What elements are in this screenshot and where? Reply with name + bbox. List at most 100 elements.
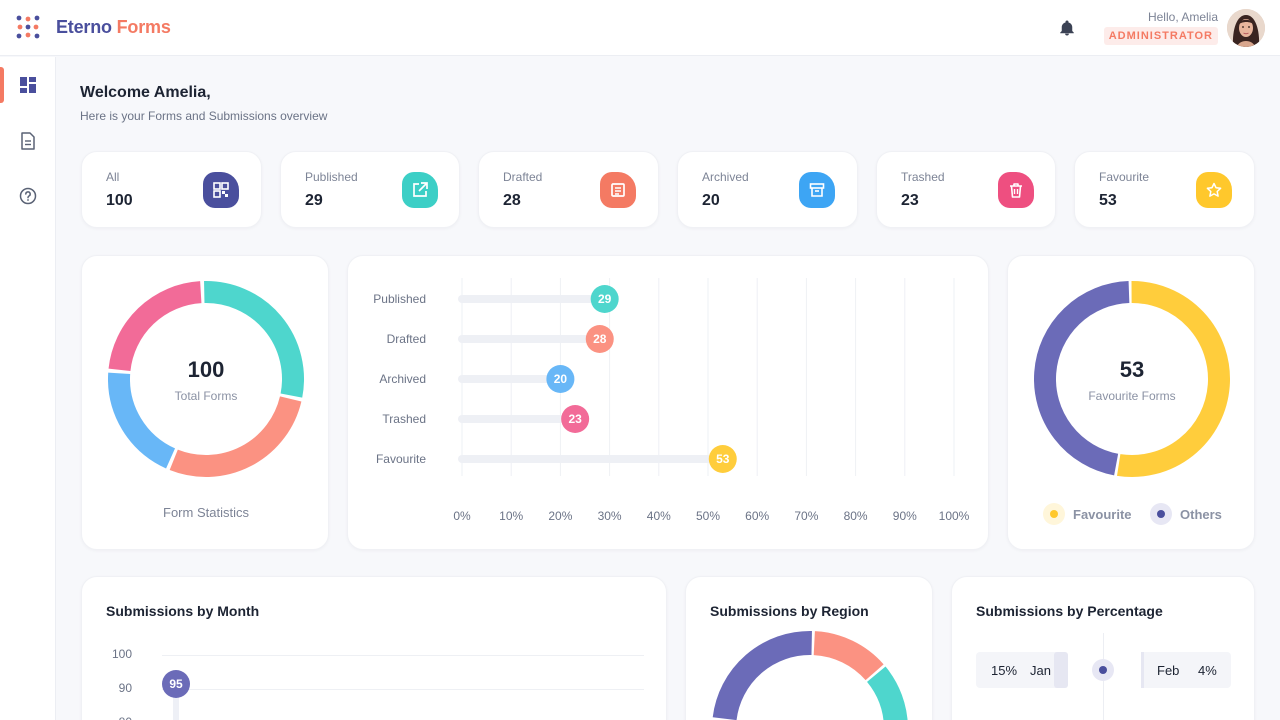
user-greeting: Hello, Amelia — [1147, 10, 1218, 24]
legend-label: Favourite — [1073, 506, 1132, 522]
bar-category-label: Trashed — [382, 412, 426, 426]
favourite-forms-card: 53 Favourite Forms Favourite Others — [1007, 255, 1255, 550]
stat-card-drafted[interactable]: Drafted 28 — [478, 151, 659, 228]
brand-part-2: Forms — [116, 17, 171, 37]
trash-icon — [998, 172, 1034, 208]
stat-value: 23 — [901, 192, 919, 209]
favourite-forms-label: Favourite Forms — [1088, 389, 1176, 403]
forms-bar-chart: 0% 10% 20% 30% 40% 50% 60% 70% 80% 90% 100% Publish… — [373, 278, 970, 523]
dashboard-icon — [20, 77, 36, 93]
sidebar-item-forms[interactable] — [0, 123, 56, 159]
sidebar-item-dashboard[interactable] — [0, 67, 56, 103]
percentage-row-left: 15% Jan — [976, 652, 1068, 688]
legend-favourite[interactable]: Favourite — [1043, 503, 1132, 525]
donut-slice-trashed[interactable] — [108, 281, 202, 372]
bar-value-label: 29 — [598, 292, 612, 306]
month-bar-track — [173, 685, 179, 720]
bar-value-marker[interactable] — [590, 285, 619, 313]
percentage-row-right: Feb 4% — [1141, 652, 1231, 688]
bar-value-marker[interactable] — [708, 445, 737, 473]
page-subtitle: Here is your Forms and Submissions overv… — [80, 109, 328, 123]
sidebar-item-help[interactable] — [0, 178, 56, 214]
star-icon — [1196, 172, 1232, 208]
x-tick-label: 60% — [745, 509, 769, 523]
stat-value: 100 — [106, 192, 133, 209]
bar-value-label: 23 — [568, 412, 582, 426]
region-slice[interactable] — [813, 631, 884, 681]
donut-slice-favourite[interactable] — [1117, 281, 1230, 477]
region-slice[interactable] — [712, 631, 812, 720]
bar-category-label: Drafted — [387, 332, 426, 346]
x-tick-label: 30% — [598, 509, 622, 523]
donut-slice-published[interactable] — [204, 281, 304, 398]
month-label: Feb — [1157, 662, 1180, 678]
y-tick: 100 — [111, 647, 132, 661]
stat-label: Archived — [702, 170, 749, 184]
note-icon — [600, 172, 636, 208]
donut-slice-archived[interactable] — [108, 372, 176, 469]
sidebar — [0, 57, 56, 720]
submissions-by-region-donut — [712, 631, 908, 720]
y-tick: 80 — [106, 715, 132, 720]
stat-label: All — [106, 170, 120, 184]
bar-category-label: Favourite — [376, 452, 426, 466]
legend-label: Others — [1180, 506, 1222, 522]
notification-bell-icon[interactable] — [1058, 19, 1076, 37]
bar-category-label: Published — [373, 292, 426, 306]
bar-value-label: 28 — [593, 332, 607, 346]
user-avatar[interactable] — [1227, 9, 1265, 47]
bar-value-marker[interactable] — [546, 365, 575, 393]
stat-card-published[interactable]: Published 29 — [280, 151, 460, 228]
stat-card-trashed[interactable]: Trashed 23 — [876, 151, 1056, 228]
x-tick-label: 90% — [893, 509, 917, 523]
x-tick-label: 0% — [453, 509, 471, 523]
total-forms-value: 100 — [187, 357, 225, 382]
x-tick-label: 100% — [939, 509, 970, 523]
x-tick-label: 70% — [794, 509, 818, 523]
grid-line — [162, 689, 644, 690]
donut-slice-drafted[interactable] — [169, 396, 302, 477]
submissions-by-percentage-title: Submissions by Percentage — [976, 603, 1163, 619]
stat-label: Published — [305, 170, 358, 184]
form-statistics-title: Form Statistics — [163, 505, 249, 520]
stat-value: 53 — [1099, 192, 1117, 209]
bar-value-label: 20 — [554, 372, 568, 386]
bar-value-marker[interactable] — [585, 325, 614, 353]
percentage-bar-left — [1054, 652, 1068, 688]
form-statistics-donut — [108, 281, 304, 477]
logo-icon[interactable] — [16, 15, 40, 39]
help-icon — [19, 187, 37, 205]
form-statistics-card: 100 Total Forms Form Statistics — [81, 255, 329, 550]
legend-others[interactable]: Others — [1150, 503, 1222, 525]
x-tick-label: 10% — [499, 509, 523, 523]
month-value-marker[interactable]: 95 — [162, 670, 190, 698]
bar-category-label: Archived — [379, 372, 426, 386]
donut-slice-others[interactable] — [1034, 281, 1130, 476]
submissions-by-month-card: Submissions by Month 100 90 80 95 — [81, 576, 667, 720]
bar-value-marker[interactable] — [561, 405, 590, 433]
user-role-badge: ADMINISTRATOR — [1103, 27, 1218, 45]
external-link-icon — [402, 172, 438, 208]
favourite-forms-donut — [1034, 281, 1230, 477]
archive-icon — [799, 172, 835, 208]
brand-name[interactable]: Eterno Forms — [56, 17, 171, 38]
top-bar: Eterno Forms Hello, Amelia ADMINISTRATOR — [0, 0, 1280, 56]
x-tick-label: 80% — [844, 509, 868, 523]
total-forms-label: Total Forms — [174, 389, 238, 403]
stat-label: Trashed — [901, 170, 945, 184]
legend-dot — [1043, 503, 1065, 525]
submissions-by-region-title: Submissions by Region — [710, 603, 869, 619]
brand-part-1: Eterno — [56, 17, 112, 37]
submissions-by-percentage-card: Submissions by Percentage 15% Jan Feb 4% — [951, 576, 1255, 720]
grid-icon — [203, 172, 239, 208]
stat-card-archived[interactable]: Archived 20 — [677, 151, 858, 228]
stat-label: Favourite — [1099, 170, 1150, 184]
submissions-by-region-card: Submissions by Region — [685, 576, 933, 720]
bar-value-label: 53 — [716, 452, 730, 466]
stat-card-favourite[interactable]: Favourite 53 — [1074, 151, 1255, 228]
region-slice[interactable] — [866, 666, 908, 720]
percentage-value: 4% — [1198, 662, 1217, 678]
page-title: Welcome Amelia, — [80, 84, 211, 101]
center-marker — [1092, 659, 1114, 681]
stat-card-all[interactable]: All 100 — [81, 151, 262, 228]
